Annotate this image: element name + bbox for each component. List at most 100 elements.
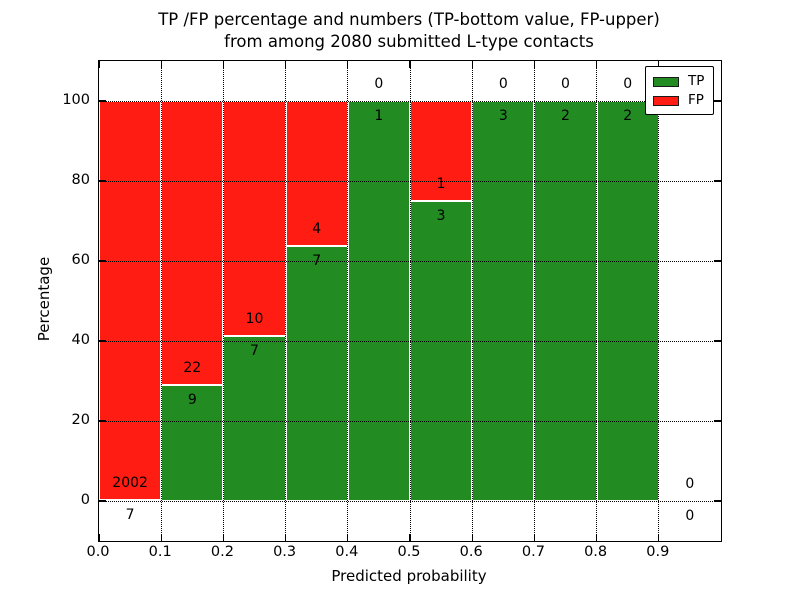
fp-bar-segment [223, 101, 286, 337]
y-tick-mark [714, 500, 721, 502]
vertical-gridline [222, 61, 224, 541]
x-tick-mark [409, 61, 411, 68]
plot-area: 2002 7 22 9 10 7 4 7 0 1 1 3 0 3 0 2 0 2 0 0 [98, 60, 722, 542]
y-tick-mark [99, 260, 106, 262]
tp-bar-segment [534, 101, 597, 501]
x-tick-mark [533, 534, 535, 541]
x-tick-mark [471, 61, 473, 68]
tp-count-label: 3 [498, 108, 508, 124]
x-tick-mark [160, 534, 162, 541]
x-tick-label: 0.6 [459, 544, 483, 560]
x-tick-label: 0.2 [210, 544, 234, 560]
tp-bar-segment [223, 336, 286, 501]
x-tick-mark [658, 534, 660, 541]
chart-title: TP /FP percentage and numbers (TP-bottom… [98, 9, 720, 53]
fp-count-label: 0 [498, 76, 508, 92]
x-tick-label: 0.3 [273, 544, 297, 560]
x-tick-mark [222, 61, 224, 68]
fp-count-label: 0 [685, 476, 695, 492]
tp-bar-segment [347, 101, 410, 501]
vertical-gridline [285, 61, 287, 541]
vertical-gridline [347, 61, 349, 541]
tp-count-label: 1 [374, 108, 384, 124]
x-tick-mark [409, 534, 411, 541]
tp-color-swatch [653, 76, 679, 87]
x-tick-label: 0.1 [148, 544, 172, 560]
tp-count-label: 9 [187, 391, 197, 408]
y-tick-label: 40 [71, 332, 90, 348]
y-tick-mark [99, 420, 106, 422]
fp-count-label: 10 [245, 311, 264, 328]
fp-count-label: 0 [623, 76, 633, 92]
x-tick-mark [98, 61, 100, 68]
fp-count-label: 22 [183, 359, 202, 376]
fp-bar-segment [99, 101, 162, 500]
x-tick-mark [160, 61, 162, 68]
tp-bar-segment [472, 101, 535, 501]
y-tick-mark [714, 420, 721, 422]
vertical-gridline [596, 61, 598, 541]
y-tick-label: 60 [71, 252, 90, 268]
fp-count-label: 2002 [112, 474, 148, 491]
legend-item-tp: TP [646, 72, 713, 91]
tp-bar-segment [285, 246, 348, 501]
legend-item-fp: FP [646, 91, 713, 110]
x-tick-mark [471, 534, 473, 541]
y-tick-mark [99, 500, 106, 502]
x-tick-label: 0.7 [521, 544, 545, 560]
x-tick-mark [285, 61, 287, 68]
tp-count-label: 7 [312, 253, 322, 270]
tp-count-label: 7 [250, 343, 259, 360]
x-tick-mark [98, 534, 100, 541]
x-tick-mark [285, 534, 287, 541]
fp-count-label: 0 [561, 76, 570, 92]
y-tick-label: 80 [71, 172, 90, 188]
x-tick-mark [596, 534, 598, 541]
tp-count-label: 2 [561, 108, 570, 124]
x-tick-mark [596, 61, 598, 68]
y-tick-mark [714, 100, 721, 102]
vertical-gridline [533, 61, 535, 541]
chart-title-line-2: from among 2080 submitted L-type contact… [224, 32, 594, 51]
x-tick-mark [347, 61, 349, 68]
tp-count-label: 0 [685, 508, 695, 524]
legend-label-tp: TP [688, 73, 705, 89]
tp-bar-segment [596, 101, 659, 501]
fp-color-swatch [653, 95, 679, 106]
legend-label-fp: FP [688, 92, 704, 108]
y-tick-mark [714, 260, 721, 262]
y-tick-label: 100 [62, 92, 90, 108]
fp-bar-segment [161, 101, 224, 385]
x-tick-mark [533, 61, 535, 68]
tp-count-label: 7 [125, 506, 135, 523]
y-tick-mark [99, 100, 106, 102]
tp-bar-segment [161, 384, 224, 501]
x-tick-label: 0.0 [86, 544, 110, 560]
legend: TP FP [645, 66, 714, 115]
vertical-gridline [471, 61, 473, 541]
fp-count-label: 0 [374, 76, 384, 92]
x-tick-mark [658, 61, 660, 68]
vertical-gridline [409, 61, 411, 541]
fp-bar-segment [285, 101, 348, 247]
fp-bar-segment [410, 101, 473, 201]
tp-count-label: 3 [436, 208, 446, 224]
vertical-gridline [658, 61, 660, 541]
y-tick-mark [99, 340, 106, 342]
vertical-gridline [160, 61, 162, 541]
x-tick-mark [222, 534, 224, 541]
fp-count-label: 4 [312, 221, 322, 238]
y-axis-label: Percentage [35, 256, 53, 342]
tp-count-label: 2 [623, 108, 633, 124]
y-tick-mark [99, 180, 106, 182]
x-tick-label: 0.8 [584, 544, 608, 560]
y-tick-label: 0 [80, 492, 90, 508]
x-tick-label: 0.9 [646, 544, 670, 560]
chart-title-line-1: TP /FP percentage and numbers (TP-bottom… [158, 10, 660, 29]
tp-bar-segment [410, 201, 473, 501]
x-tick-label: 0.5 [397, 544, 421, 560]
fp-count-label: 1 [436, 176, 446, 192]
x-tick-mark [347, 534, 349, 541]
y-tick-label: 20 [71, 412, 90, 428]
